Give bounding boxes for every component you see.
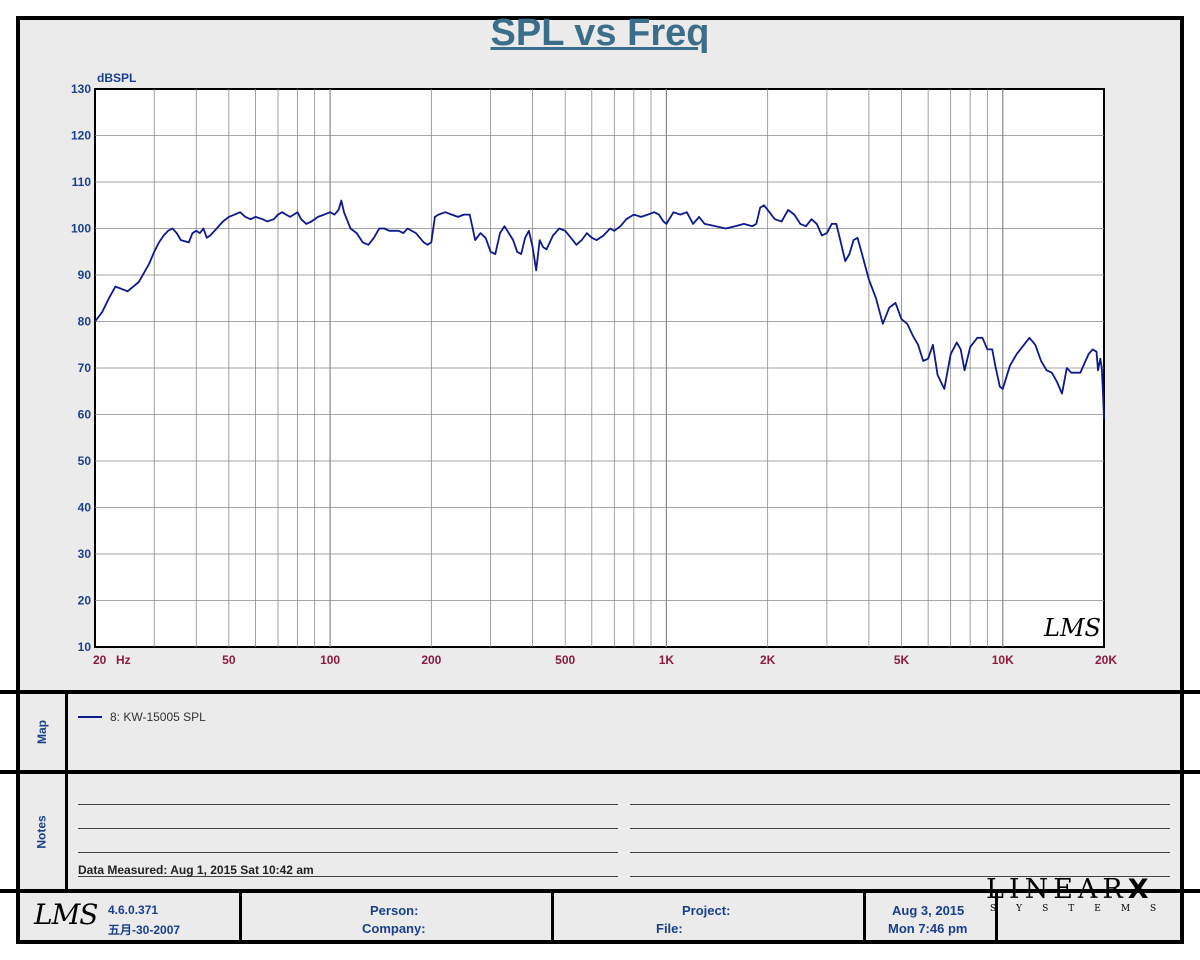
x-tick-label: 2K: [760, 653, 776, 667]
note-line: [78, 876, 618, 877]
brand-main: LINEAR: [986, 874, 1128, 905]
section-divider: [0, 889, 1200, 893]
y-tick-label: 20: [78, 594, 92, 608]
note-line: [78, 804, 618, 805]
y-tick-label: 110: [72, 175, 92, 189]
person-label: Person:: [370, 903, 419, 918]
footer-divider: [995, 893, 998, 940]
y-tick-label: 80: [78, 315, 92, 329]
y-tick-label: 40: [78, 501, 92, 515]
footer-divider: [239, 893, 242, 940]
y-tick-label: 10: [78, 640, 92, 654]
y-tick-label: 120: [71, 129, 91, 143]
y-tick-label: 100: [71, 222, 91, 236]
lms-watermark: LMS: [1043, 614, 1101, 642]
label-column-divider: [65, 694, 68, 890]
brand-sub: SYSTEMS: [990, 904, 1177, 914]
lms-logo: LMS: [34, 898, 98, 931]
note-line: [630, 804, 1170, 805]
spl-curve: [94, 199, 1105, 420]
report-date: Aug 3, 2015: [892, 903, 965, 918]
y-tick-label: 90: [78, 268, 92, 282]
x-tick-label: 1K: [659, 653, 675, 667]
legend-entry: 8: KW-15005 SPL: [78, 710, 206, 724]
y-tick-label: 130: [71, 82, 91, 96]
project-label: Project:: [682, 903, 731, 918]
x-tick-label: 100: [320, 653, 340, 667]
y-tick-label: 50: [78, 454, 92, 468]
y-tick-label: 30: [78, 547, 92, 561]
y-axis-label: dBSPL: [97, 71, 136, 85]
x-axis-unit: Hz: [116, 653, 131, 667]
note-line: [78, 852, 618, 853]
report-time: Mon 7:46 pm: [888, 921, 968, 936]
y-tick-label: 70: [78, 361, 92, 375]
data-measured-text: Data Measured: Aug 1, 2015 Sat 10:42 am: [78, 863, 314, 877]
linearx-logo: LINEARX SYSTEMS: [986, 874, 1177, 915]
note-line: [630, 852, 1170, 853]
notes-section-label: Notes: [35, 814, 49, 849]
map-section-label: Map: [35, 720, 49, 744]
footer-divider: [551, 893, 554, 940]
x-tick-label: 200: [421, 653, 441, 667]
section-divider: [0, 770, 1200, 774]
note-line: [630, 876, 1170, 877]
chart-title: SPL vs Freq: [490, 12, 710, 54]
y-tick-label: 60: [78, 408, 92, 422]
legend-swatch: [78, 716, 102, 718]
x-tick-label: 20: [93, 653, 107, 667]
footer-divider: [863, 893, 866, 940]
section-divider: [0, 690, 1200, 694]
spl-chart: 20 50 100 200 500 1K 2K 5K 10K 20K 10203040506070…: [71, 71, 1117, 667]
x-tick-label: 5K: [894, 653, 910, 667]
company-label: Company:: [362, 921, 426, 936]
version-text: 4.6.0.371: [108, 903, 159, 917]
x-tick-label: 50: [222, 653, 236, 667]
note-line: [630, 828, 1170, 829]
x-tick-label: 10K: [992, 653, 1014, 667]
legend-label: 8: KW-15005 SPL: [110, 710, 206, 724]
x-tick-label: 20K: [1095, 653, 1117, 667]
build-date-text: 五月-30-2007: [108, 923, 181, 937]
brand-x: X: [1127, 874, 1149, 905]
file-label: File:: [656, 921, 683, 936]
x-tick-label: 500: [555, 653, 575, 667]
note-line: [78, 828, 618, 829]
